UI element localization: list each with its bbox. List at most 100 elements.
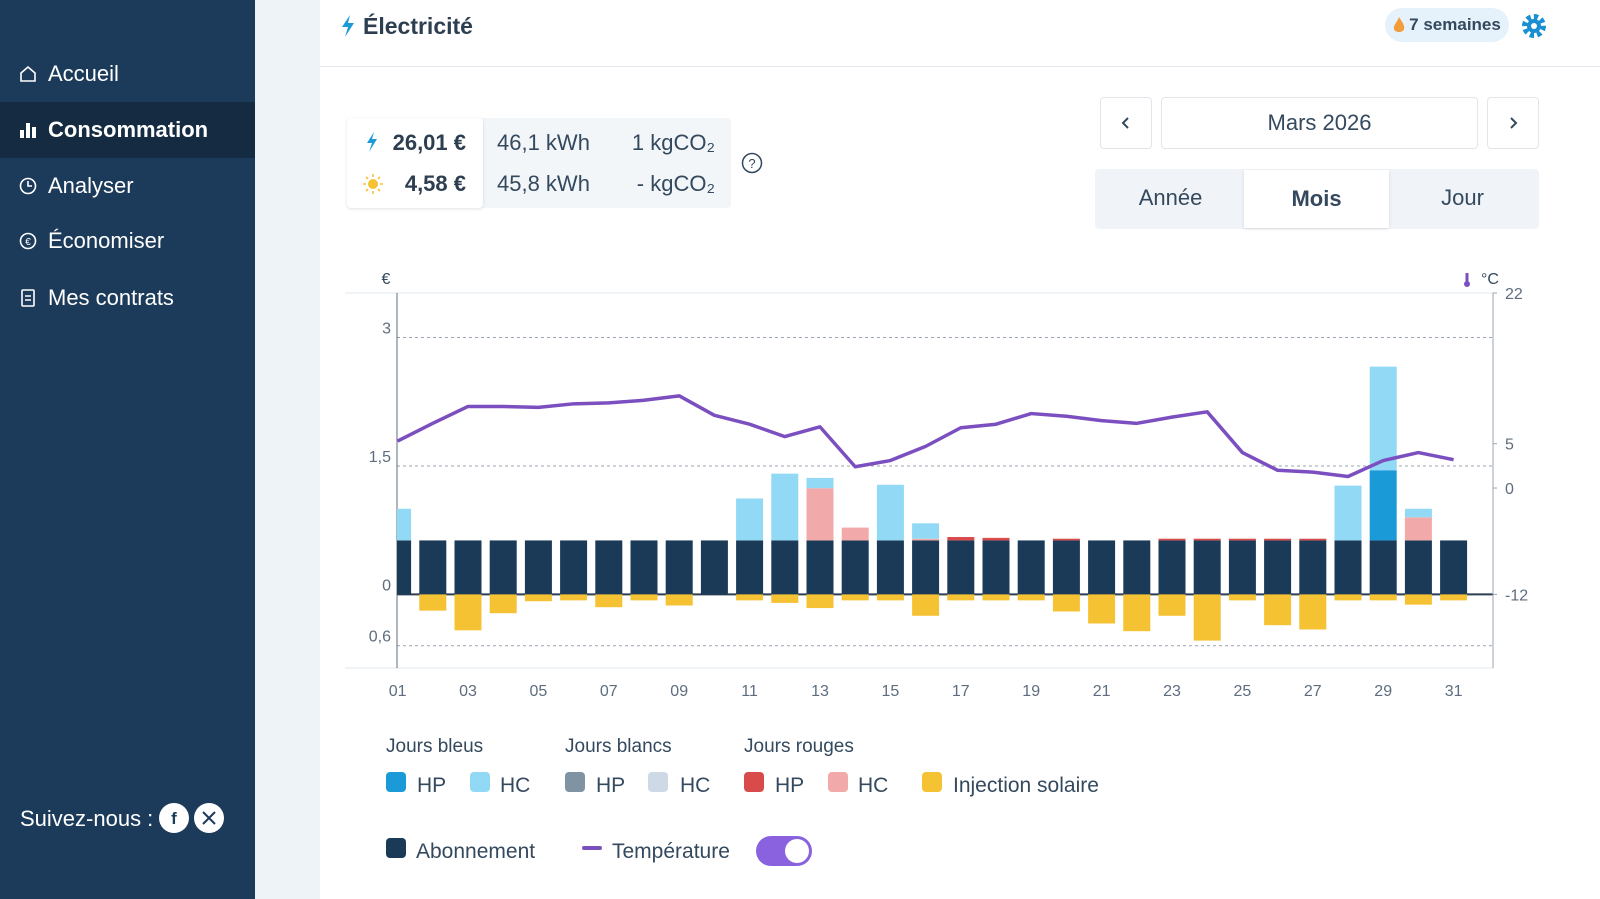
bar-segment — [419, 540, 447, 595]
chevron-right — [1510, 117, 1518, 129]
bar-segment — [1158, 538, 1186, 541]
bar-segment — [1264, 540, 1292, 595]
tab[interactable]: Année — [1138, 185, 1203, 210]
nav-label: Consommation — [48, 117, 209, 142]
legend-label[interactable]: HP — [417, 774, 447, 797]
bar-segment — [947, 537, 975, 541]
bar-segment — [1369, 594, 1397, 601]
legend-label[interactable]: Température — [612, 840, 730, 863]
co2: - kgCO₂ — [636, 171, 715, 196]
chevron-left — [1121, 117, 1129, 129]
bar-segment — [736, 594, 764, 601]
bar-segment — [841, 527, 869, 541]
legend-label[interactable]: Injection solaire — [953, 774, 1099, 797]
settings-icon[interactable] — [1520, 12, 1548, 40]
bar-segment — [806, 594, 834, 609]
bar-segment — [1299, 594, 1327, 630]
chart: € °C 3 1,5 0 0,6 22 5 0 -12 01 03 05 07 09 11 13 15 17 19… — [345, 271, 1528, 700]
cost-card — [347, 118, 483, 208]
bar-segment — [595, 594, 623, 608]
bar-segment — [1052, 538, 1080, 541]
nav-item[interactable]: Accueil — [0, 46, 255, 102]
bar-segment — [1228, 594, 1256, 601]
page-title: Électricité — [363, 13, 473, 39]
bar-segment — [454, 594, 482, 631]
legend-swatch — [470, 772, 490, 792]
legend-label[interactable]: HP — [775, 774, 805, 797]
x-tick-label: 03 — [459, 683, 477, 700]
bar-segment — [1404, 508, 1432, 518]
period-label[interactable]: Mars 2026 — [1161, 97, 1478, 149]
tabs: Année Mois Jour — [1095, 169, 1539, 229]
icon: € — [19, 232, 37, 250]
legend-swatch — [582, 846, 602, 850]
nav-label: Accueil — [48, 61, 119, 86]
bar-segment — [982, 540, 1010, 595]
social-icons[interactable]: f — [158, 802, 228, 834]
nav-label: Analyser — [48, 173, 134, 198]
streak-badge[interactable]: 7 semaines — [1385, 8, 1509, 42]
bar-segment — [841, 540, 869, 595]
legend-label[interactable]: HP — [596, 774, 626, 797]
x-tick-label: 23 — [1163, 683, 1181, 700]
bar-segment — [912, 523, 940, 539]
flame-icon — [1393, 17, 1405, 32]
help-icon[interactable]: ? — [741, 152, 763, 174]
icon — [21, 289, 35, 307]
bar-segment — [912, 538, 940, 541]
bar-segment — [1052, 594, 1080, 612]
prev-button[interactable] — [1100, 97, 1152, 149]
energy: 46,1 kWh — [497, 130, 590, 155]
bar-segment — [560, 594, 588, 601]
bar-segment — [876, 484, 904, 541]
nav-item[interactable]: Mes contrats — [0, 270, 255, 326]
x-tick-label: 07 — [600, 683, 618, 700]
bar-segment — [700, 540, 728, 595]
nav-label: Mes contrats — [48, 285, 174, 310]
cost: 4,58 € — [404, 171, 466, 196]
bar-segment — [665, 594, 693, 606]
tab[interactable]: Jour — [1441, 185, 1484, 210]
legend-label[interactable]: HC — [858, 774, 889, 797]
x-tick-label: 27 — [1304, 683, 1322, 700]
bar-segment — [771, 473, 799, 541]
legend-label[interactable]: HC — [680, 774, 711, 797]
bar-segment — [1334, 594, 1362, 601]
x-tick-label: 17 — [952, 683, 970, 700]
x-tick-label: 13 — [811, 683, 829, 700]
bar-segment — [1228, 538, 1256, 541]
bar-segment — [1264, 538, 1292, 541]
nav-item[interactable]: Consommation — [0, 102, 255, 158]
bar-segment — [736, 498, 764, 541]
x-tick-label: 05 — [530, 683, 548, 700]
bar-segment — [1123, 594, 1151, 632]
legend-label[interactable]: HC — [500, 774, 531, 797]
y-tick-label: 0,6 — [369, 629, 391, 646]
bar-segment — [630, 594, 658, 601]
energy: 45,8 kWh — [497, 171, 590, 196]
svg-text:?: ? — [748, 156, 755, 171]
tab[interactable]: Mois — [1244, 170, 1389, 228]
bar-segment — [1440, 540, 1468, 595]
next-button[interactable] — [1487, 97, 1539, 149]
bar-segment — [1017, 540, 1045, 595]
y-tick-label: 0 — [382, 577, 391, 594]
icon — [19, 177, 37, 195]
bolt-icon — [342, 15, 354, 37]
summary-box: 26,01 € 46,1 kWh 1 kgCO₂ 4,58 € 45,8 kWh… — [347, 118, 731, 208]
bar-segment — [876, 594, 904, 601]
legend-label[interactable]: Abonnement — [416, 840, 536, 863]
y-tick-label: 3 — [382, 321, 391, 338]
bar-segment — [524, 594, 552, 602]
bar-segment — [489, 594, 517, 614]
bar-segment — [1299, 540, 1327, 595]
x-tick-label: 25 — [1234, 683, 1252, 700]
temperature-line — [396, 394, 1454, 479]
bar-segment — [947, 540, 975, 595]
temperature-toggle[interactable] — [756, 836, 812, 866]
nav-item[interactable]: Analyser — [0, 158, 255, 214]
nav-item[interactable]: € Économiser — [0, 213, 255, 269]
bar-segment — [912, 540, 940, 595]
